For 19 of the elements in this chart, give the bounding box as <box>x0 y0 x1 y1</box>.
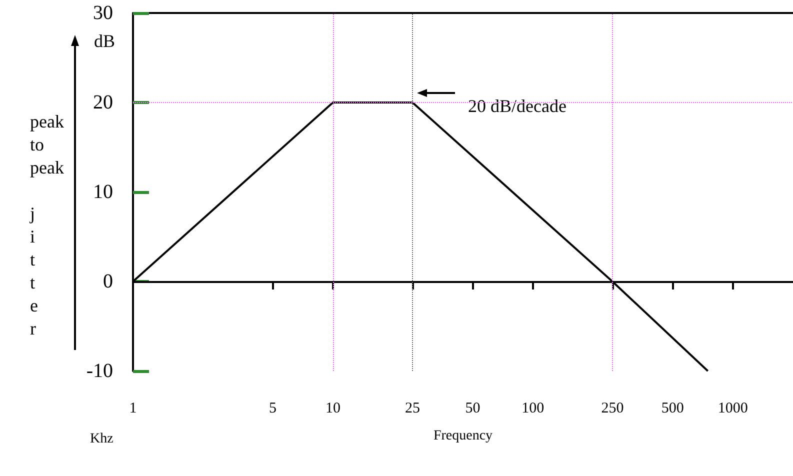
y-tick-label: -10 <box>86 360 113 382</box>
x-tick-label: 25 <box>405 400 420 416</box>
text: peak to peak jitter <box>30 112 64 338</box>
x-tick-label: 10 <box>325 400 340 416</box>
x-tick-label: 5 <box>269 400 276 416</box>
x-tick-label: 1 <box>129 400 137 416</box>
x-tick-label: 500 <box>661 400 684 416</box>
x-tick-label: 1000 <box>718 400 748 416</box>
x-tick-label: 50 <box>465 400 480 416</box>
x-axis-title: Frequency <box>433 428 493 444</box>
annotation: 20 dB/decade <box>468 96 566 116</box>
text: dB <box>94 31 116 51</box>
y-tick-label: 10 <box>93 181 113 203</box>
x-tick-label: 100 <box>522 400 544 416</box>
y-tick-label: 20 <box>93 92 113 114</box>
y-tick-label: 30 <box>93 2 113 24</box>
text: Khz <box>90 432 114 446</box>
x-tick-label: 250 <box>601 400 624 416</box>
y-tick-label: 0 <box>103 270 113 292</box>
